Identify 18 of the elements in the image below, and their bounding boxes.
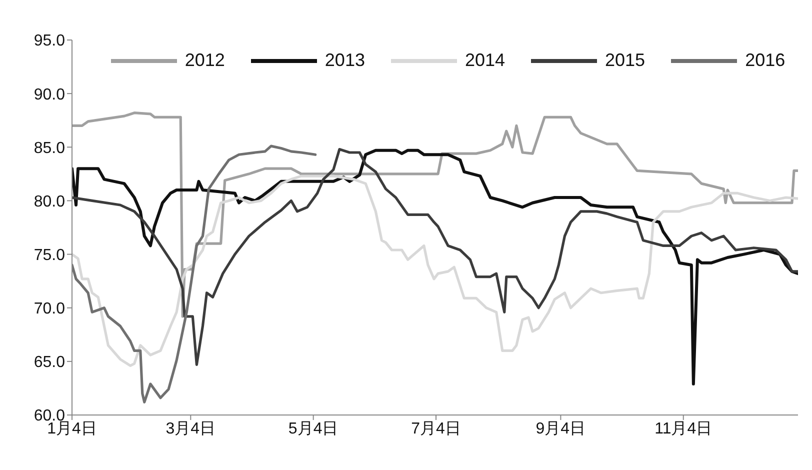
y-tick-label: 65.0 <box>34 354 66 372</box>
y-tick-label: 80.0 <box>34 193 66 210</box>
x-tick-label: 9月4日 <box>536 420 586 438</box>
x-tick-label: 7月4日 <box>411 420 461 438</box>
legend-label: 2015 <box>605 50 646 71</box>
y-tick-label: 70.0 <box>34 300 66 318</box>
y-tick-label: 90.0 <box>34 86 66 104</box>
legend-label: 2012 <box>184 50 225 71</box>
y-tick-label: 95.0 <box>34 32 66 50</box>
x-tick-label: 5月4日 <box>288 420 338 438</box>
legend-label: 2014 <box>464 50 506 71</box>
y-tick-label: 85.0 <box>34 140 66 157</box>
x-tick-label: 3月4日 <box>166 420 216 438</box>
x-tick-label: 11月4日 <box>654 420 712 438</box>
y-tick-label: 75.0 <box>34 246 66 264</box>
legend-label: 2016 <box>745 50 786 71</box>
line-series <box>72 144 317 404</box>
legend-label: 2013 <box>324 50 365 71</box>
